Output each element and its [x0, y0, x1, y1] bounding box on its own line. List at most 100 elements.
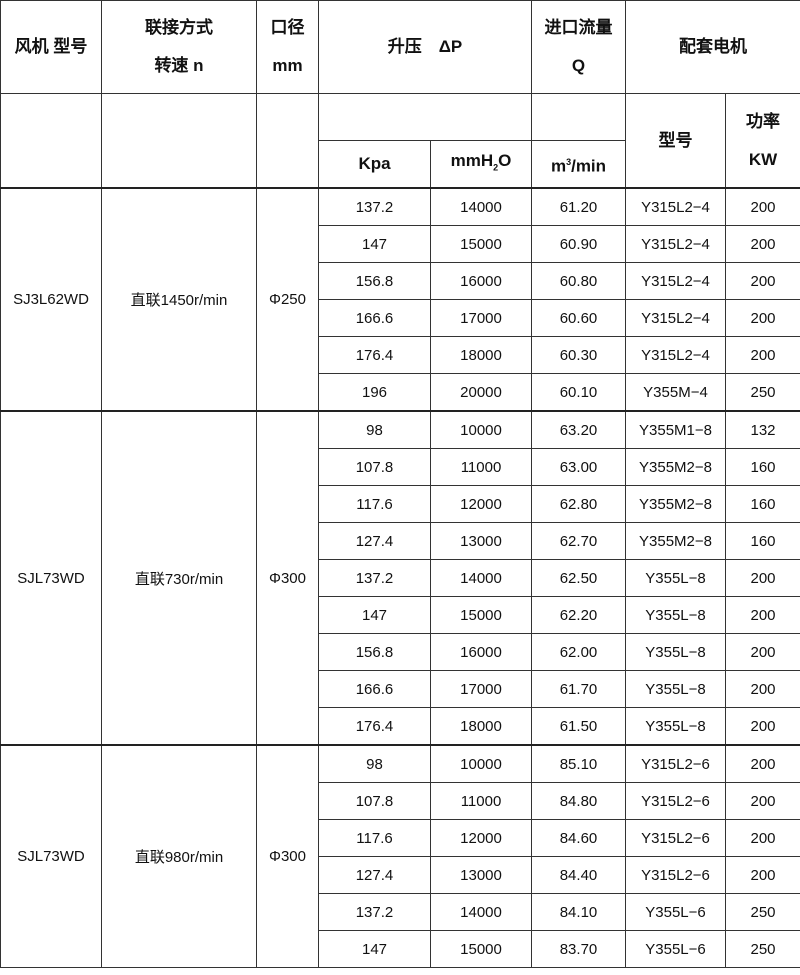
table-row: 156.8 16000 62.00 Y355L−8 200 — [1, 633, 800, 671]
cell-power: 160 — [725, 522, 800, 560]
cell-kpa: 117.6 — [318, 819, 431, 857]
table-row: 117.6 12000 84.60 Y315L2−6 200 — [1, 819, 800, 857]
cell-flow: 62.20 — [531, 596, 626, 634]
table-row: 127.4 13000 62.70 Y355M2−8 160 — [1, 522, 800, 560]
cell-flow: 62.80 — [531, 485, 626, 523]
header-pressure: 升压 ΔP — [318, 0, 532, 94]
cell-mmh2o: 12000 — [430, 819, 532, 857]
table-row: 147 15000 62.20 Y355L−8 200 — [1, 596, 800, 634]
table-row: 196 20000 60.10 Y355M−4 250 — [1, 373, 800, 412]
cell-flow: 60.90 — [531, 225, 626, 263]
cell-motor-model: Y355M−4 — [625, 373, 726, 412]
cell-motor-model: Y355L−8 — [625, 596, 726, 634]
table-row: SJ3L62WD 直联1450r/min Φ250 137.2 14000 61.20 Y3… — [0, 187, 800, 412]
header-power-unit: KW — [748, 149, 778, 169]
cell-mmh2o: 17000 — [430, 670, 532, 708]
header-blank — [318, 93, 532, 141]
cell-motor-model: Y355M2−8 — [625, 448, 726, 486]
cell-power: 200 — [725, 187, 800, 226]
cell-power: 200 — [725, 633, 800, 671]
cell-flow: 62.50 — [531, 559, 626, 597]
cell-power: 200 — [725, 225, 800, 263]
cell-fan-model: SJ3L62WD — [0, 187, 102, 412]
cell-motor-model: Y355L−8 — [625, 559, 726, 597]
cell-motor-model: Y355L−8 — [625, 670, 726, 708]
cell-motor-model: Y355M1−8 — [625, 410, 726, 449]
cell-mmh2o: 15000 — [430, 225, 532, 263]
header-connection-label: 联接方式 — [145, 18, 213, 37]
table-row: 127.4 13000 84.40 Y315L2−6 200 — [1, 856, 800, 894]
cell-motor-model: Y315L2−4 — [625, 262, 726, 300]
header-kpa: Kpa — [318, 140, 431, 189]
cell-flow: 60.10 — [531, 373, 626, 412]
cell-flow: 85.10 — [531, 744, 626, 783]
cell-motor-model: Y355L−8 — [625, 633, 726, 671]
unit-text: m — [550, 156, 567, 176]
cell-kpa: 107.8 — [318, 782, 431, 820]
header-mmh2o: mmH2O — [430, 140, 532, 189]
cell-motor-model: Y315L2−6 — [625, 819, 726, 857]
table-row: 107.8 11000 63.00 Y355M2−8 160 — [1, 448, 800, 486]
cell-motor-model: Y315L2−4 — [625, 299, 726, 337]
cell-mmh2o: 13000 — [430, 856, 532, 894]
cell-power: 200 — [725, 819, 800, 857]
cell-motor-model: Y315L2−4 — [625, 336, 726, 374]
cell-kpa: 147 — [318, 930, 431, 968]
cell-flow: 60.30 — [531, 336, 626, 374]
cell-kpa: 137.2 — [318, 893, 431, 931]
cell-kpa: 166.6 — [318, 670, 431, 708]
header-model: 风机 型号 — [0, 0, 102, 94]
cell-mmh2o: 11000 — [430, 448, 532, 486]
cell-mmh2o: 12000 — [430, 485, 532, 523]
cell-mmh2o: 11000 — [430, 782, 532, 820]
cell-motor-model: Y315L2−4 — [625, 187, 726, 226]
table-row: SJL73WD 直联730r/min Φ300 98 10000 63.20 Y355M1−… — [0, 410, 800, 746]
table-row: 107.8 11000 84.80 Y315L2−6 200 — [1, 782, 800, 820]
table-row: 147 15000 60.90 Y315L2−4 200 — [1, 225, 800, 263]
cell-motor-model: Y315L2−4 — [625, 225, 726, 263]
table-row: 166.6 17000 61.70 Y355L−8 200 — [1, 670, 800, 708]
cell-power: 132 — [725, 410, 800, 449]
cell-kpa: 98 — [318, 410, 431, 449]
cell-motor-model: Y315L2−6 — [625, 782, 726, 820]
header-diameter-label: 口径 — [270, 18, 305, 37]
unit-text: /min — [571, 156, 607, 176]
unit-text: O — [498, 150, 512, 170]
cell-power: 200 — [725, 336, 800, 374]
cell-flow: 84.60 — [531, 819, 626, 857]
header-power-label: 功率 — [746, 111, 780, 131]
cell-flow: 60.60 — [531, 299, 626, 337]
cell-connection: 直联730r/min — [101, 410, 257, 746]
cell-fan-model: SJL73WD — [0, 744, 102, 968]
cell-flow: 84.80 — [531, 782, 626, 820]
cell-flow: 61.50 — [531, 707, 626, 746]
cell-flow: 63.00 — [531, 448, 626, 486]
unit-text: mmH — [450, 150, 494, 170]
table-row: 166.6 17000 60.60 Y315L2−4 200 — [1, 299, 800, 337]
cell-kpa: 137.2 — [318, 559, 431, 597]
table-body: SJ3L62WD 直联1450r/min Φ250 137.2 14000 61.20 Y3… — [0, 187, 800, 968]
cell-power: 200 — [725, 782, 800, 820]
table-row: SJL73WD 直联980r/min Φ300 98 10000 85.10 Y315L2−… — [0, 744, 800, 968]
cell-flow: 63.20 — [531, 410, 626, 449]
cell-mmh2o: 20000 — [430, 373, 532, 412]
cell-kpa: 147 — [318, 596, 431, 634]
cell-kpa: 176.4 — [318, 707, 431, 746]
table-row: 147 15000 83.70 Y355L−6 250 — [1, 930, 800, 968]
table-row: 137.2 14000 84.10 Y355L−6 250 — [1, 893, 800, 931]
cell-flow: 83.70 — [531, 930, 626, 968]
header-diameter-unit: mm — [272, 56, 303, 75]
cell-power: 200 — [725, 299, 800, 337]
cell-mmh2o: 15000 — [430, 596, 532, 634]
cell-motor-model: Y315L2−6 — [625, 856, 726, 894]
cell-flow: 62.70 — [531, 522, 626, 560]
cell-connection: 直联1450r/min — [101, 187, 257, 412]
cell-mmh2o: 10000 — [430, 744, 532, 783]
cell-connection: 直联980r/min — [101, 744, 257, 968]
header-power: 功率 KW — [725, 93, 800, 189]
cell-flow: 61.20 — [531, 187, 626, 226]
table-row: 137.2 14000 62.50 Y355L−8 200 — [1, 559, 800, 597]
cell-diameter: Φ300 — [256, 410, 319, 746]
cell-kpa: 196 — [318, 373, 431, 412]
